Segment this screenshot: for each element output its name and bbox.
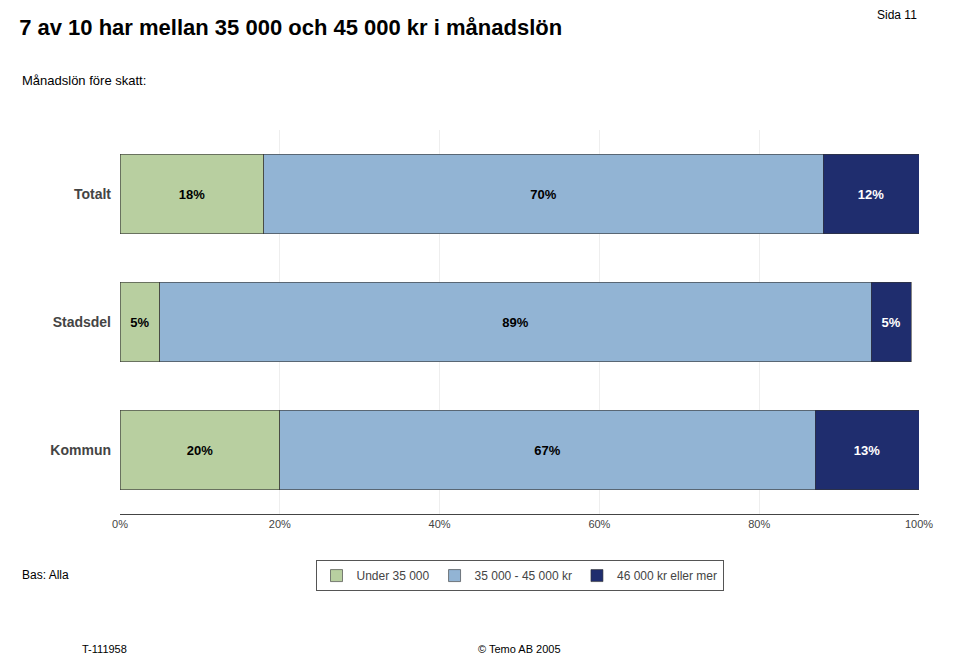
svg-text:67%: 67% — [534, 443, 560, 458]
svg-text:20%: 20% — [187, 443, 213, 458]
svg-text:60%: 60% — [588, 518, 610, 530]
svg-text:Månadslön före skatt:: Månadslön före skatt: — [22, 73, 146, 88]
svg-text:Stadsdel: Stadsdel — [53, 314, 111, 330]
svg-text:12%: 12% — [858, 187, 884, 202]
svg-text:100%: 100% — [905, 518, 933, 530]
svg-text:46 000 kr eller mer: 46 000 kr eller mer — [617, 569, 717, 583]
svg-text:0%: 0% — [112, 518, 128, 530]
svg-text:20%: 20% — [269, 518, 291, 530]
svg-text:7 av 10 har mellan 35 000 och: 7 av 10 har mellan 35 000 och 45 000 kr … — [19, 15, 562, 40]
svg-text:Kommun: Kommun — [50, 442, 111, 458]
svg-text:18%: 18% — [179, 187, 205, 202]
svg-text:© Temo AB 2005: © Temo AB 2005 — [478, 643, 561, 655]
svg-text:40%: 40% — [429, 518, 451, 530]
svg-text:Sida 11: Sida 11 — [877, 8, 917, 22]
svg-text:70%: 70% — [530, 187, 556, 202]
svg-text:Bas: Alla: Bas: Alla — [22, 568, 69, 582]
svg-text:Totalt: Totalt — [74, 186, 111, 202]
svg-text:80%: 80% — [748, 518, 770, 530]
svg-text:13%: 13% — [854, 443, 880, 458]
svg-text:89%: 89% — [502, 315, 528, 330]
svg-text:T-111958: T-111958 — [82, 643, 127, 655]
svg-text:35 000 - 45 000 kr: 35 000 - 45 000 kr — [475, 569, 572, 583]
svg-text:Under 35 000: Under 35 000 — [357, 569, 430, 583]
svg-text:5%: 5% — [881, 315, 900, 330]
svg-text:5%: 5% — [130, 315, 149, 330]
